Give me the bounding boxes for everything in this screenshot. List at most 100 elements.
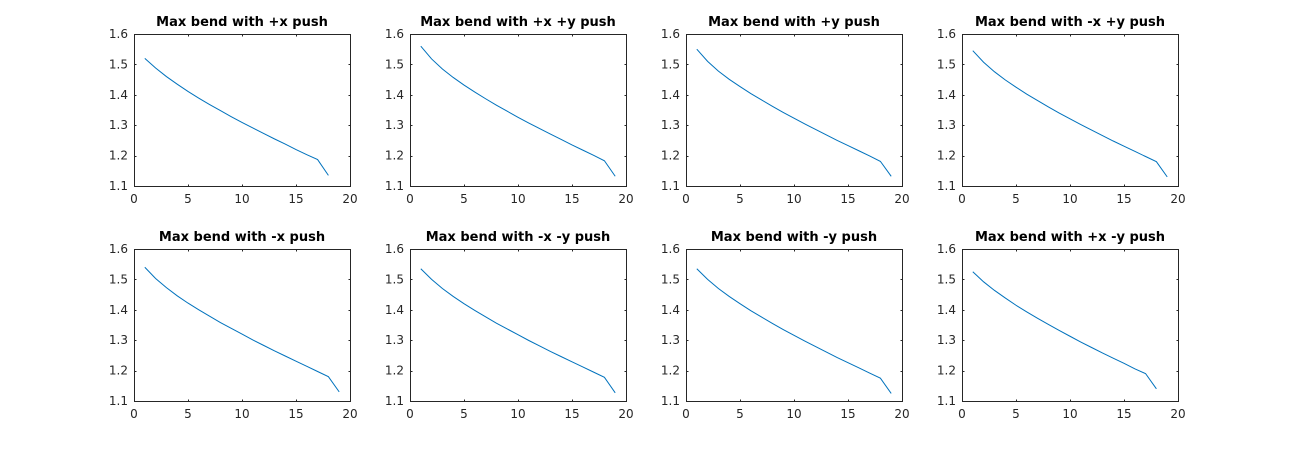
y-tick-label: 1.4 bbox=[661, 88, 680, 102]
x-tick-label: 10 bbox=[234, 192, 249, 206]
series-line-1 bbox=[420, 45, 616, 177]
y-tick-label: 1.2 bbox=[661, 364, 680, 378]
x-tick-label: 15 bbox=[288, 192, 303, 206]
chart-title: Max bend with +x push bbox=[156, 15, 328, 30]
chart-title: Max bend with +x +y push bbox=[420, 15, 616, 30]
y-tick-label: 1.5 bbox=[109, 272, 128, 286]
y-tick-label: 1.4 bbox=[109, 88, 128, 102]
y-tick-label: 1.3 bbox=[661, 333, 680, 347]
axes-box bbox=[686, 34, 903, 187]
axes-box bbox=[686, 249, 903, 402]
x-tick-label: 20 bbox=[342, 407, 357, 421]
y-tick-label: 1.4 bbox=[385, 88, 404, 102]
y-tick-label: 1.6 bbox=[661, 27, 680, 41]
y-tick-label: 1.5 bbox=[109, 57, 128, 71]
y-tick-label: 1.1 bbox=[661, 394, 680, 408]
x-tick-label: 10 bbox=[786, 407, 801, 421]
y-tick-label: 1.2 bbox=[937, 364, 956, 378]
series-line-1 bbox=[972, 50, 1168, 178]
y-tick-label: 1.5 bbox=[661, 272, 680, 286]
x-tick-label: 10 bbox=[510, 407, 525, 421]
chart-title: Max bend with -x +y push bbox=[975, 15, 1165, 30]
y-tick-label: 1.5 bbox=[937, 272, 956, 286]
x-tick-label: 5 bbox=[460, 407, 468, 421]
y-tick-label: 1.1 bbox=[937, 394, 956, 408]
x-tick-label: 20 bbox=[1170, 192, 1185, 206]
x-tick-label: 20 bbox=[1170, 407, 1185, 421]
y-tick-label: 1.4 bbox=[937, 88, 956, 102]
axes-box bbox=[134, 34, 351, 187]
y-tick-label: 1.3 bbox=[385, 118, 404, 132]
y-tick-label: 1.4 bbox=[109, 303, 128, 317]
y-tick-label: 1.1 bbox=[385, 394, 404, 408]
x-tick-label: 0 bbox=[682, 192, 690, 206]
chart-panel-5: 0 5 10 15 20 1.1 1.2 1.3 1.4 1.5 1.6 Max bend with … bbox=[109, 230, 358, 421]
axes-box bbox=[134, 249, 351, 402]
y-tick-label: 1.6 bbox=[109, 27, 128, 41]
y-tick-label: 1.5 bbox=[661, 57, 680, 71]
x-tick-label: 20 bbox=[342, 192, 357, 206]
x-tick-label: 5 bbox=[184, 407, 192, 421]
x-tick-label: 15 bbox=[564, 192, 579, 206]
y-tick-label: 1.2 bbox=[109, 364, 128, 378]
y-tick-label: 1.4 bbox=[661, 303, 680, 317]
y-tick-label: 1.3 bbox=[109, 118, 128, 132]
y-tick-label: 1.1 bbox=[109, 179, 128, 193]
axes-box bbox=[962, 249, 1179, 402]
y-tick-label: 1.4 bbox=[385, 303, 404, 317]
chart-panel-3: 0 5 10 15 20 1.1 1.2 1.3 1.4 1.5 1.6 Max bend with … bbox=[661, 15, 910, 206]
x-tick-label: 5 bbox=[460, 192, 468, 206]
x-tick-label: 10 bbox=[234, 407, 249, 421]
y-tick-label: 1.1 bbox=[109, 394, 128, 408]
series-line-1 bbox=[696, 48, 892, 177]
chart-title: Max bend with -y push bbox=[711, 230, 877, 245]
y-tick-label: 1.1 bbox=[937, 179, 956, 193]
y-tick-label: 1.1 bbox=[661, 179, 680, 193]
y-tick-label: 1.6 bbox=[385, 242, 404, 256]
y-tick-label: 1.2 bbox=[937, 149, 956, 163]
series-line-1 bbox=[972, 271, 1157, 390]
x-tick-label: 0 bbox=[682, 407, 690, 421]
x-tick-label: 10 bbox=[1062, 192, 1077, 206]
chart-panel-1: 0 5 10 15 20 1.1 1.2 1.3 1.4 1.5 1.6 Max bend with … bbox=[109, 15, 358, 206]
x-tick-label: 5 bbox=[736, 192, 744, 206]
y-tick-label: 1.5 bbox=[385, 272, 404, 286]
x-tick-label: 15 bbox=[288, 407, 303, 421]
axes-box bbox=[410, 34, 627, 187]
y-tick-label: 1.3 bbox=[385, 333, 404, 347]
x-tick-label: 0 bbox=[406, 192, 414, 206]
x-tick-label: 5 bbox=[184, 192, 192, 206]
chart-panel-6: 0 5 10 15 20 1.1 1.2 1.3 1.4 1.5 1.6 Max bend with … bbox=[385, 230, 634, 421]
x-tick-label: 0 bbox=[130, 407, 138, 421]
x-tick-label: 15 bbox=[1116, 192, 1131, 206]
y-tick-label: 1.6 bbox=[937, 242, 956, 256]
y-tick-label: 1.2 bbox=[385, 149, 404, 163]
y-tick-label: 1.1 bbox=[385, 179, 404, 193]
axes-box bbox=[962, 34, 1179, 187]
y-tick-label: 1.3 bbox=[937, 118, 956, 132]
x-tick-label: 10 bbox=[786, 192, 801, 206]
y-tick-label: 1.5 bbox=[937, 57, 956, 71]
x-tick-label: 20 bbox=[618, 192, 633, 206]
chart-panel-4: 0 5 10 15 20 1.1 1.2 1.3 1.4 1.5 1.6 Max bend with … bbox=[937, 15, 1186, 206]
series-line-1 bbox=[696, 268, 892, 394]
chart-panel-8: 0 5 10 15 20 1.1 1.2 1.3 1.4 1.5 1.6 Max bend with … bbox=[937, 230, 1186, 421]
x-tick-label: 0 bbox=[958, 407, 966, 421]
chart-title: Max bend with +y push bbox=[708, 15, 880, 30]
axes-box bbox=[410, 249, 627, 402]
y-tick-label: 1.3 bbox=[661, 118, 680, 132]
y-tick-label: 1.6 bbox=[937, 27, 956, 41]
x-tick-label: 0 bbox=[958, 192, 966, 206]
x-tick-label: 5 bbox=[1012, 407, 1020, 421]
chart-panel-7: 0 5 10 15 20 1.1 1.2 1.3 1.4 1.5 1.6 Max bend with … bbox=[661, 230, 910, 421]
x-tick-label: 10 bbox=[1062, 407, 1077, 421]
x-tick-label: 20 bbox=[894, 407, 909, 421]
x-tick-label: 15 bbox=[1116, 407, 1131, 421]
x-tick-label: 5 bbox=[1012, 192, 1020, 206]
series-line-1 bbox=[144, 266, 340, 393]
series-line-1 bbox=[144, 57, 329, 176]
y-tick-label: 1.6 bbox=[661, 242, 680, 256]
x-tick-label: 0 bbox=[130, 192, 138, 206]
x-tick-label: 15 bbox=[840, 192, 855, 206]
